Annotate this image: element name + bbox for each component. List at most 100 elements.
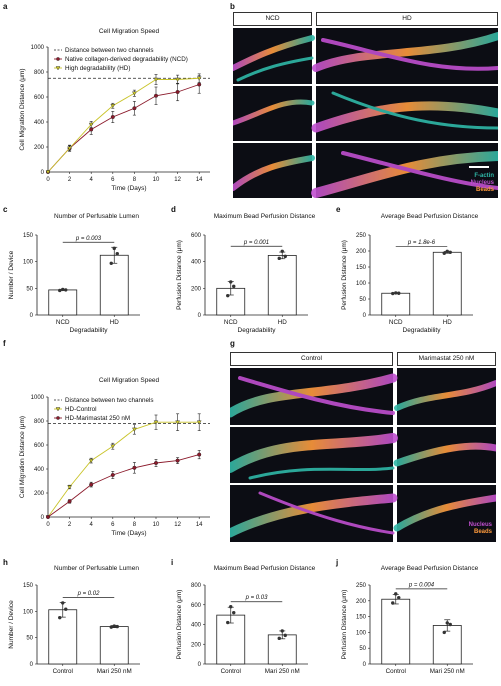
panel-letter-i: i [171, 558, 174, 567]
chart-title: Maximum Bead Perfusion Distance [214, 213, 316, 220]
x-tick-label: 4 [90, 177, 94, 183]
data-point-1 [89, 482, 94, 487]
chart-title: Number of Perfusable Lumen [54, 213, 139, 220]
legend-marker [55, 407, 61, 412]
data-point [109, 261, 113, 265]
legend-f-actin: F-actin [474, 173, 494, 179]
data-point-1 [110, 104, 116, 109]
y-tick-label: 600 [34, 95, 45, 101]
data-point [280, 249, 284, 253]
data-point-1 [88, 122, 94, 127]
data-point-1 [132, 465, 137, 470]
p-value-annotation: p = 0.03 [245, 595, 269, 601]
y-tick-label: 800 [34, 419, 45, 425]
bar-1 [267, 634, 297, 665]
y-tick-label: 100 [23, 260, 34, 266]
y-tick-label: 50 [26, 636, 33, 642]
data-point [445, 249, 449, 254]
data-point-0 [175, 89, 180, 94]
x-tick-label: 6 [111, 177, 115, 183]
data-point [277, 256, 281, 261]
legend-nucleus: Nucleus [470, 180, 494, 186]
x-tick-label: 0 [46, 177, 50, 183]
y-tick-label: 0 [363, 313, 367, 319]
x-tick-label: Mari 250 nM [97, 668, 132, 675]
p-value-annotation: p = 0.02 [77, 591, 101, 597]
x-axis-label: Degradability [238, 327, 277, 334]
x-tick-label: 0 [46, 522, 50, 528]
data-point [229, 280, 233, 284]
y-tick-label: 200 [191, 642, 202, 648]
chart-title: Cell Migration Speed [99, 377, 160, 384]
x-tick-label: 12 [174, 522, 181, 528]
data-point [391, 601, 395, 605]
data-point [61, 287, 65, 292]
x-tick-label: 8 [133, 522, 137, 528]
data-point [232, 284, 236, 289]
y-axis-label: Cell Migration Distance (μm) [19, 416, 26, 498]
data-point-0 [175, 420, 180, 425]
y-tick-label: 600 [191, 603, 202, 609]
y-axis-label: Perfusion Distance (μm) [176, 590, 183, 660]
data-point-1 [46, 515, 51, 520]
data-point-1 [45, 170, 51, 175]
x-tick-label: 6 [111, 522, 115, 528]
x-tick-label: 10 [153, 177, 160, 183]
panel-letter-g: g [230, 339, 235, 348]
data-point [58, 288, 62, 293]
data-point-1 [196, 76, 202, 81]
x-tick-label: Control [53, 668, 73, 675]
panel-letter-e: e [336, 205, 341, 214]
data-point-0 [88, 458, 94, 464]
x-axis-label: Time (Days) [111, 185, 146, 192]
y-axis-label: Perfusion Distance (μm) [341, 590, 348, 660]
data-point-1 [175, 458, 180, 463]
data-point-1 [67, 146, 72, 151]
y-tick-label: 800 [34, 70, 45, 76]
y-tick-label: 150 [23, 233, 34, 239]
y-tick-label: 400 [34, 120, 45, 126]
data-point [283, 254, 287, 259]
y-tick-label: 0 [198, 662, 202, 668]
data-point [397, 291, 401, 295]
y-tick-label: 600 [191, 233, 202, 239]
panel-letter-b: b [230, 2, 235, 11]
x-tick-label: 8 [133, 177, 137, 183]
bar-1 [432, 625, 462, 665]
x-tick-label: Control [386, 668, 406, 675]
panel-letter-c: c [3, 205, 8, 214]
data-point [277, 636, 281, 641]
panel-letter-h: h [3, 558, 8, 567]
legend-series-label: HD-Marimastat 250 nM [65, 415, 130, 422]
x-tick-label: Mari 250 nM [265, 668, 300, 675]
y-tick-label: 150 [356, 615, 367, 621]
y-tick-label: 1000 [31, 395, 45, 401]
data-point-0 [132, 106, 137, 111]
p-value-annotation: p = 1.8e-6 [407, 240, 436, 246]
bar-1 [99, 626, 129, 665]
legend-threshold-label: Distance between two channels [65, 397, 154, 404]
series-line-1 [47, 77, 200, 173]
series-line-0 [47, 84, 200, 173]
data-point [448, 250, 452, 254]
x-tick-label: NCD [56, 319, 70, 326]
x-tick-label: HD [443, 319, 453, 326]
data-point [109, 625, 113, 629]
x-tick-label: HD [278, 319, 288, 326]
series-line-1 [47, 454, 200, 518]
chart-title: Number of Perfusable Lumen [54, 565, 139, 572]
legend-beads: Beads [475, 187, 494, 193]
data-point [112, 624, 116, 628]
scale-bar [469, 166, 489, 168]
y-tick-label: 250 [356, 233, 367, 239]
chart-title: Maximum Bead Perfusion Distance [214, 565, 316, 572]
legend-series-label: HD-Control [65, 406, 97, 413]
panel-letter-j: j [336, 558, 339, 567]
data-point [226, 293, 230, 298]
y-tick-label: 100 [356, 630, 367, 636]
data-point-0 [110, 444, 116, 449]
data-point-1 [67, 499, 72, 504]
